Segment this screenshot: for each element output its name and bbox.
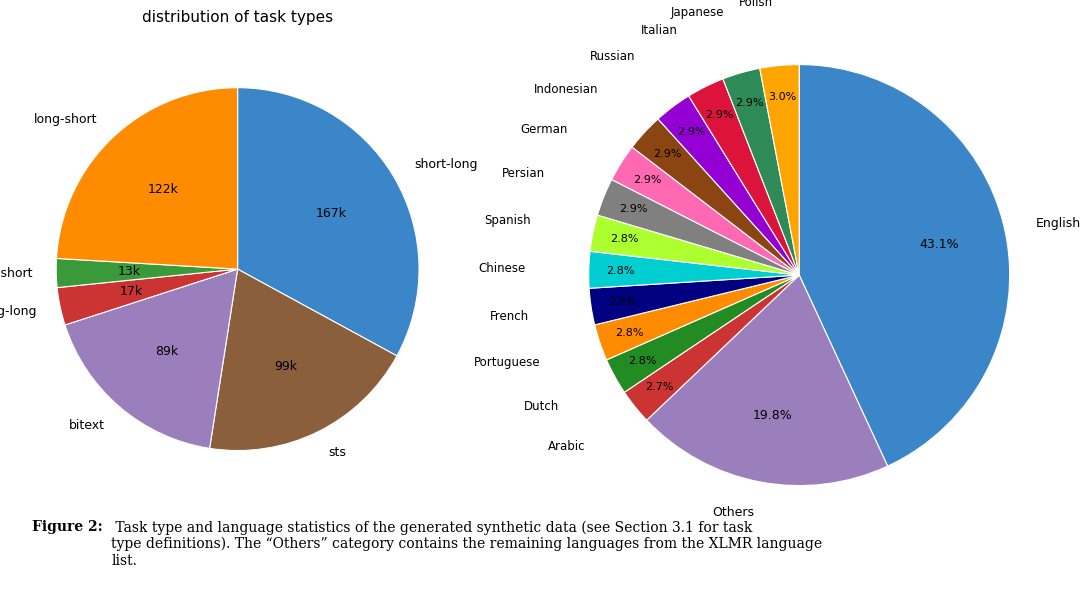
Text: bitext: bitext — [68, 419, 105, 432]
Text: 2.9%: 2.9% — [705, 110, 733, 120]
Text: 2.9%: 2.9% — [619, 204, 647, 213]
Wedge shape — [611, 147, 799, 275]
Text: Others: Others — [712, 507, 754, 519]
Text: Arabic: Arabic — [549, 440, 585, 453]
Wedge shape — [56, 258, 238, 288]
Text: 43.1%: 43.1% — [919, 238, 959, 251]
Text: 167k: 167k — [315, 207, 347, 220]
Wedge shape — [689, 79, 799, 275]
Text: Dutch: Dutch — [524, 401, 559, 413]
Text: 2.9%: 2.9% — [677, 127, 706, 137]
Wedge shape — [759, 65, 799, 275]
Text: French: French — [489, 310, 529, 323]
Text: 99k: 99k — [274, 360, 297, 373]
Text: 89k: 89k — [156, 346, 178, 358]
Text: Japanese: Japanese — [671, 5, 724, 19]
Text: 2.9%: 2.9% — [735, 98, 764, 108]
Text: short-short: short-short — [0, 267, 32, 280]
Text: 2.9%: 2.9% — [634, 175, 662, 185]
Text: 2.7%: 2.7% — [646, 382, 674, 392]
Wedge shape — [647, 275, 888, 486]
Wedge shape — [589, 275, 799, 325]
Wedge shape — [723, 68, 799, 275]
Wedge shape — [238, 88, 419, 356]
Text: 3.0%: 3.0% — [768, 92, 796, 102]
Wedge shape — [65, 269, 238, 448]
Wedge shape — [210, 269, 397, 450]
Text: long-short: long-short — [33, 114, 97, 126]
Wedge shape — [590, 215, 799, 275]
Text: Chinese: Chinese — [478, 262, 526, 274]
Text: 2.8%: 2.8% — [608, 297, 636, 307]
Wedge shape — [597, 179, 799, 275]
Wedge shape — [589, 251, 799, 288]
Wedge shape — [658, 96, 799, 275]
Text: Spanish: Spanish — [485, 214, 531, 227]
Text: German: German — [521, 123, 568, 136]
Wedge shape — [56, 88, 238, 269]
Wedge shape — [607, 275, 799, 392]
Text: English: English — [1036, 216, 1080, 230]
Wedge shape — [595, 275, 799, 360]
Wedge shape — [799, 65, 1010, 466]
Text: short-long: short-long — [414, 158, 477, 171]
Text: 2.8%: 2.8% — [629, 356, 657, 367]
Wedge shape — [57, 269, 238, 325]
Text: 13k: 13k — [118, 265, 140, 278]
Text: 19.8%: 19.8% — [753, 409, 793, 422]
Text: 2.9%: 2.9% — [653, 149, 681, 159]
Text: Figure 2:: Figure 2: — [32, 520, 104, 534]
Text: 2.8%: 2.8% — [606, 266, 635, 276]
Text: sts: sts — [328, 447, 347, 459]
Text: Persian: Persian — [502, 167, 545, 180]
Text: 2.8%: 2.8% — [616, 328, 644, 337]
Text: long-long: long-long — [0, 305, 37, 318]
Title: distribution of task types: distribution of task types — [143, 10, 333, 25]
Wedge shape — [624, 275, 799, 420]
Wedge shape — [632, 119, 799, 275]
Text: Polish: Polish — [740, 0, 773, 9]
Text: 122k: 122k — [148, 184, 178, 196]
Text: Indonesian: Indonesian — [534, 83, 598, 96]
Text: 17k: 17k — [120, 285, 143, 298]
Text: 2.8%: 2.8% — [609, 234, 638, 245]
Text: Task type and language statistics of the generated synthetic data (see Section 3: Task type and language statistics of the… — [111, 520, 822, 568]
Text: Russian: Russian — [590, 50, 635, 63]
Text: Portuguese: Portuguese — [473, 356, 540, 370]
Text: Italian: Italian — [640, 23, 677, 36]
